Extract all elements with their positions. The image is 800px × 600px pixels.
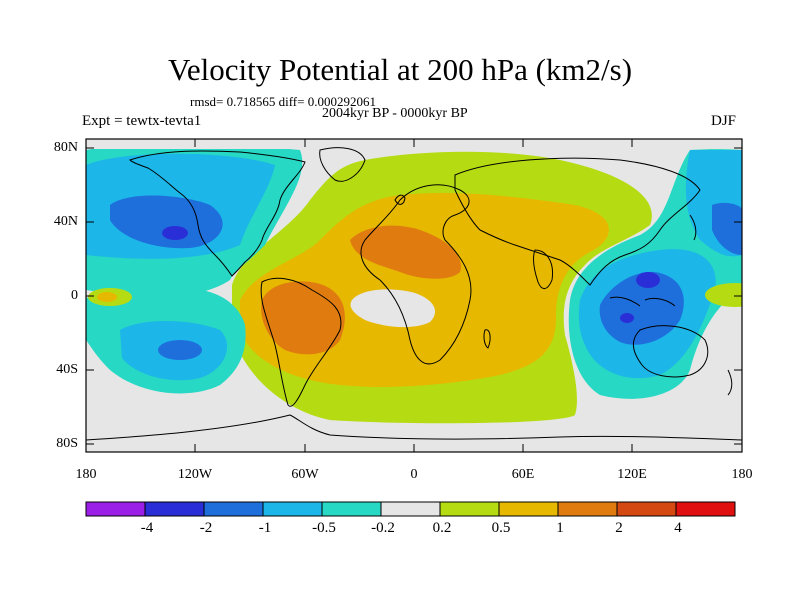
x-tick-label: 120E	[617, 467, 647, 482]
y-tick-label: 80S	[56, 436, 78, 451]
x-tick-label: 60E	[511, 467, 535, 482]
colorbar-swatch	[380, 501, 441, 517]
colorbar-swatch	[439, 501, 500, 517]
y-tick-label: 40N	[53, 214, 78, 229]
colorbar-label: -2	[199, 520, 213, 536]
y-ticks	[86, 147, 742, 445]
colorbar-swatch	[203, 501, 264, 517]
colorbar-label: 1	[556, 520, 564, 536]
x-tick-label: 0	[410, 467, 418, 482]
colorbar-swatch	[616, 501, 677, 517]
negative-region-wpac3	[599, 271, 684, 345]
x-tick-label: 180	[75, 467, 97, 482]
y-tick-label: 40S	[56, 362, 78, 377]
plot-title: Velocity Potential at 200 hPa (km2/s)	[167, 52, 633, 87]
y-tick-label: 80N	[53, 140, 78, 155]
x-tick-label: 180	[731, 467, 753, 482]
negative-region-npac-e2	[712, 202, 742, 255]
colorbar-swatch	[85, 501, 146, 517]
positive-region-darkorange-sa	[261, 281, 345, 355]
colorbar-swatch	[262, 501, 323, 517]
coastlines	[86, 147, 742, 441]
colorbar-swatch	[321, 501, 382, 517]
colorbar-label: 4	[674, 520, 682, 536]
x-ticks	[85, 139, 743, 452]
x-tick-label: 60W	[291, 467, 319, 482]
colorbar-label: 0.5	[491, 520, 511, 536]
neutral-hole-atlantic	[350, 289, 435, 328]
negative-region-pacific-w3	[110, 195, 223, 249]
colorbar-label: -0.5	[312, 520, 336, 536]
colorbar-swatch	[675, 501, 736, 517]
stats-annotation: rmsd= 0.718565 diff= 0.000292061	[190, 94, 376, 109]
season-label: DJF	[711, 113, 737, 129]
y-tick-label: 0	[71, 288, 78, 303]
experiment-label: Expt = tewtx-tevta1	[82, 113, 202, 129]
colorbar-label: 0.2	[432, 520, 452, 536]
colorbar	[85, 501, 736, 517]
colorbar-label: 2	[615, 520, 623, 536]
colorbar-swatch	[144, 501, 205, 517]
colorbar-swatch	[557, 501, 618, 517]
colorbar-label: -1	[258, 520, 272, 536]
x-tick-label: 120W	[177, 467, 213, 482]
contour-field	[86, 139, 742, 452]
colorbar-label: -4	[140, 520, 154, 536]
period-subtitle: 2004kyr BP - 0000kyr BP	[322, 106, 468, 121]
colorbar-label: -0.2	[371, 520, 395, 536]
positive-region-darkorange-af	[350, 225, 461, 279]
colorbar-swatch	[498, 501, 559, 517]
